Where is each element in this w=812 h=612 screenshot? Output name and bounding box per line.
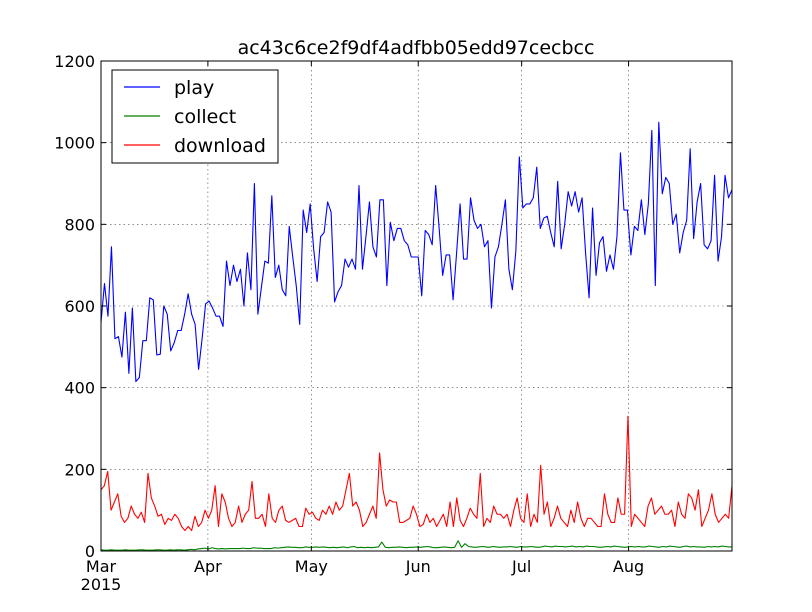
legend: play collect download bbox=[111, 69, 279, 164]
y-tick-label: 400 bbox=[64, 379, 95, 398]
x-tick-label: Apr bbox=[194, 557, 222, 576]
y-tick-label: 200 bbox=[64, 460, 95, 479]
y-tick-label: 800 bbox=[64, 215, 95, 234]
axis-ticks bbox=[100, 60, 732, 552]
chart-title: ac43c6ce2f9df4adfbb05edd97cecbcc bbox=[238, 37, 595, 59]
legend-label-download: download bbox=[174, 135, 266, 157]
series-line-collect bbox=[100, 540, 732, 551]
series-lines bbox=[100, 121, 733, 551]
x-tick-label: May bbox=[295, 557, 328, 576]
x-tick-sublabel: 2015 bbox=[81, 575, 122, 594]
y-tick-label: 1000 bbox=[54, 134, 95, 153]
x-tick-label: Jun bbox=[405, 557, 431, 576]
x-tick-label: Mar bbox=[86, 557, 117, 576]
y-tick-label: 600 bbox=[64, 297, 95, 316]
series-line-download bbox=[100, 415, 733, 532]
y-tick-label: 0 bbox=[85, 542, 95, 561]
y-tick-label: 1200 bbox=[54, 52, 95, 71]
x-tick-label: Aug bbox=[613, 557, 644, 576]
x-tick-label: Jul bbox=[511, 557, 531, 576]
series-line-play bbox=[100, 121, 733, 383]
legend-label-play: play bbox=[174, 77, 214, 99]
legend-label-collect: collect bbox=[174, 106, 236, 128]
